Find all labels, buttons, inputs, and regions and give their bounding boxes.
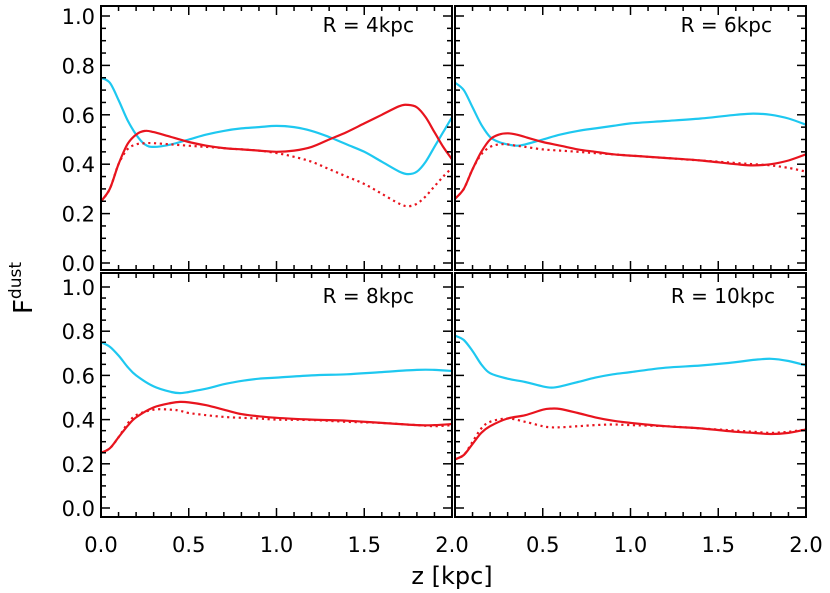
panel-r6-series-red-dotted [455,143,806,200]
panel-r8-xtick-label: 0.0 [84,533,117,557]
panel-r8-ytick-labels: 0.0 0.2 0.4 0.6 0.8 1.0 [62,276,95,521]
panel-r8-ytick-label: 0.6 [62,364,95,388]
panel-r4-series-red-solid [101,103,452,202]
panel-r8-xtick-labels: 0.0 0.5 1.0 1.5 2.0 [84,533,468,557]
panel-r10-ticks [454,273,807,517]
panel-r4-ticks [100,6,453,270]
panel-r10-frame [454,272,807,518]
panel-r6-ticks [454,6,807,270]
panel-r4-ytick-labels: 0.0 0.2 0.4 0.6 0.8 1.0 [62,5,95,276]
panel-r10-curves [455,334,806,461]
panel-r6-series-cyan-solid [455,81,806,147]
panel-r4-ytick-label: 0.2 [62,203,95,227]
panel-r6-title: R = 6kpc [681,13,772,37]
panel-r8: 0.0 0.2 0.4 0.6 0.8 1.0 0.0 0.5 1.0 1.5 2.0 R = 8… [62,272,469,557]
panel-r4-ytick-label: 0.8 [62,54,95,78]
panel-r8-ytick-label: 0.2 [62,453,95,477]
panel-r4-curves [101,76,452,208]
panel-r10-series-cyan-solid [455,334,806,389]
y-axis-label: Fdust [6,262,39,314]
y-axis-label-sup: dust [6,262,26,299]
panel-r8-ytick-label: 1.0 [62,276,95,300]
y-axis-label-main: F [9,299,39,314]
panel-r10-xtick-label: 2.0 [789,533,822,557]
panel-r4-ytick-label: 0.6 [62,104,95,128]
panel-r8-xtick-label: 2.0 [435,533,468,557]
panel-r6-frame [454,5,807,271]
panel-r10-title: R = 10kpc [671,284,775,308]
panel-r8-series-red-dotted [101,408,452,454]
panel-r6-series-red-solid [455,132,806,200]
panel-r10: 0.5 1.0 1.5 2.0 R = 10kpc [454,272,823,557]
panel-r8-ytick-label: 0.0 [62,497,95,521]
panel-r4-frame [100,5,453,271]
panel-r8-xtick-label: 1.5 [348,533,381,557]
panel-r8-frame [100,272,453,518]
panel-r6-curves [455,81,806,200]
panel-r10-xtick-label: 1.5 [702,533,735,557]
panel-r8-ytick-label: 0.8 [62,320,95,344]
panel-r6: R = 6kpc [454,5,807,271]
panel-r8-ticks [100,273,453,517]
panel-r8-title: R = 8kpc [323,284,414,308]
panel-r4-ytick-label: 0.4 [62,153,95,177]
panel-r4-series-red-dotted [101,141,452,208]
panel-r10-xtick-label: 0.5 [526,533,559,557]
panel-r8-xtick-label: 0.5 [172,533,205,557]
panel-r8-ytick-label: 0.4 [62,409,95,433]
panel-r4-ytick-label: 1.0 [62,5,95,29]
panel-r4-ytick-label: 0.0 [62,252,95,276]
panel-r4: 0.0 0.2 0.4 0.6 0.8 1.0 R = 4kpc [62,5,453,276]
panel-r4-title: R = 4kpc [323,13,414,37]
panel-r8-curves [101,341,452,454]
panel-r8-xtick-label: 1.0 [260,533,293,557]
panel-r10-series-red-solid [455,407,806,461]
panel-r10-xtick-labels: 0.5 1.0 1.5 2.0 [526,533,823,557]
panel-r10-xtick-label: 1.0 [614,533,647,557]
panel-r10-series-red-dotted [455,417,806,461]
panel-r4-series-cyan-solid [101,76,452,176]
panel-r8-series-cyan-solid [101,341,452,395]
x-axis-label: z [kpc] [411,562,492,590]
